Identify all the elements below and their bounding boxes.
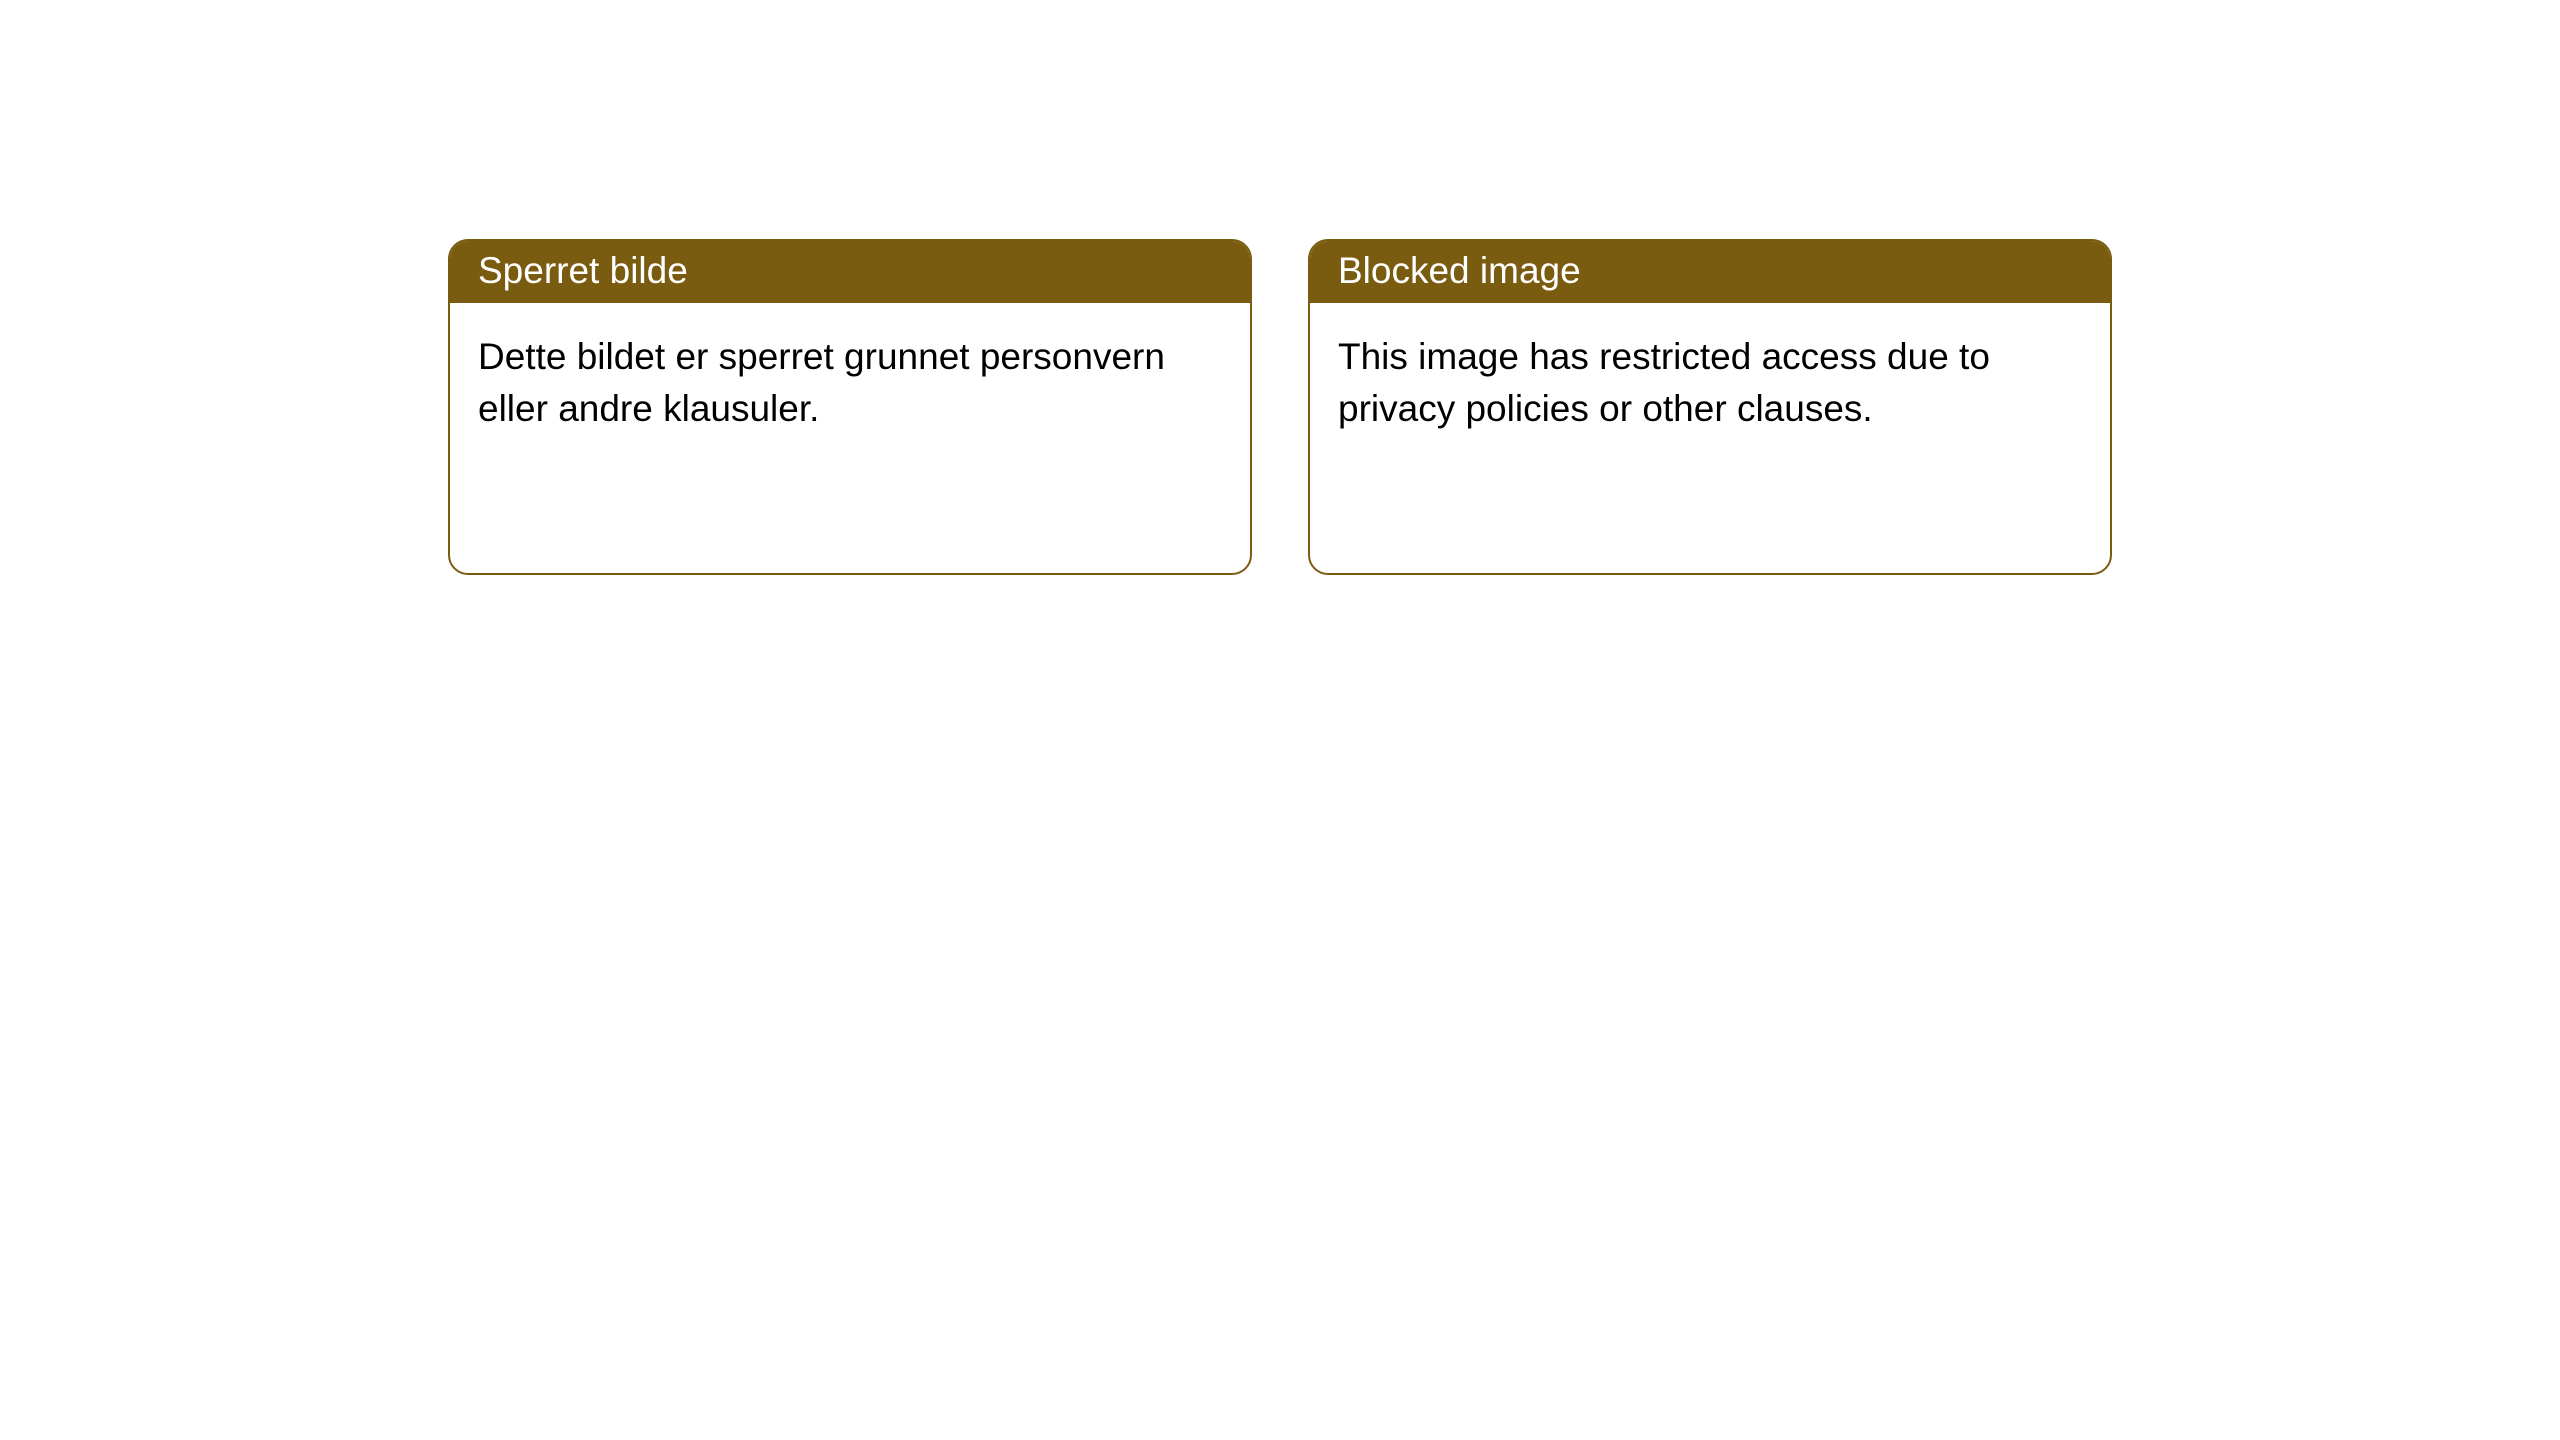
notice-title-english: Blocked image xyxy=(1310,241,2110,303)
notice-container: Sperret bilde Dette bildet er sperret gr… xyxy=(448,239,2112,575)
notice-body-norwegian: Dette bildet er sperret grunnet personve… xyxy=(450,303,1250,463)
notice-box-norwegian: Sperret bilde Dette bildet er sperret gr… xyxy=(448,239,1252,575)
notice-title-norwegian: Sperret bilde xyxy=(450,241,1250,303)
notice-body-english: This image has restricted access due to … xyxy=(1310,303,2110,463)
notice-box-english: Blocked image This image has restricted … xyxy=(1308,239,2112,575)
